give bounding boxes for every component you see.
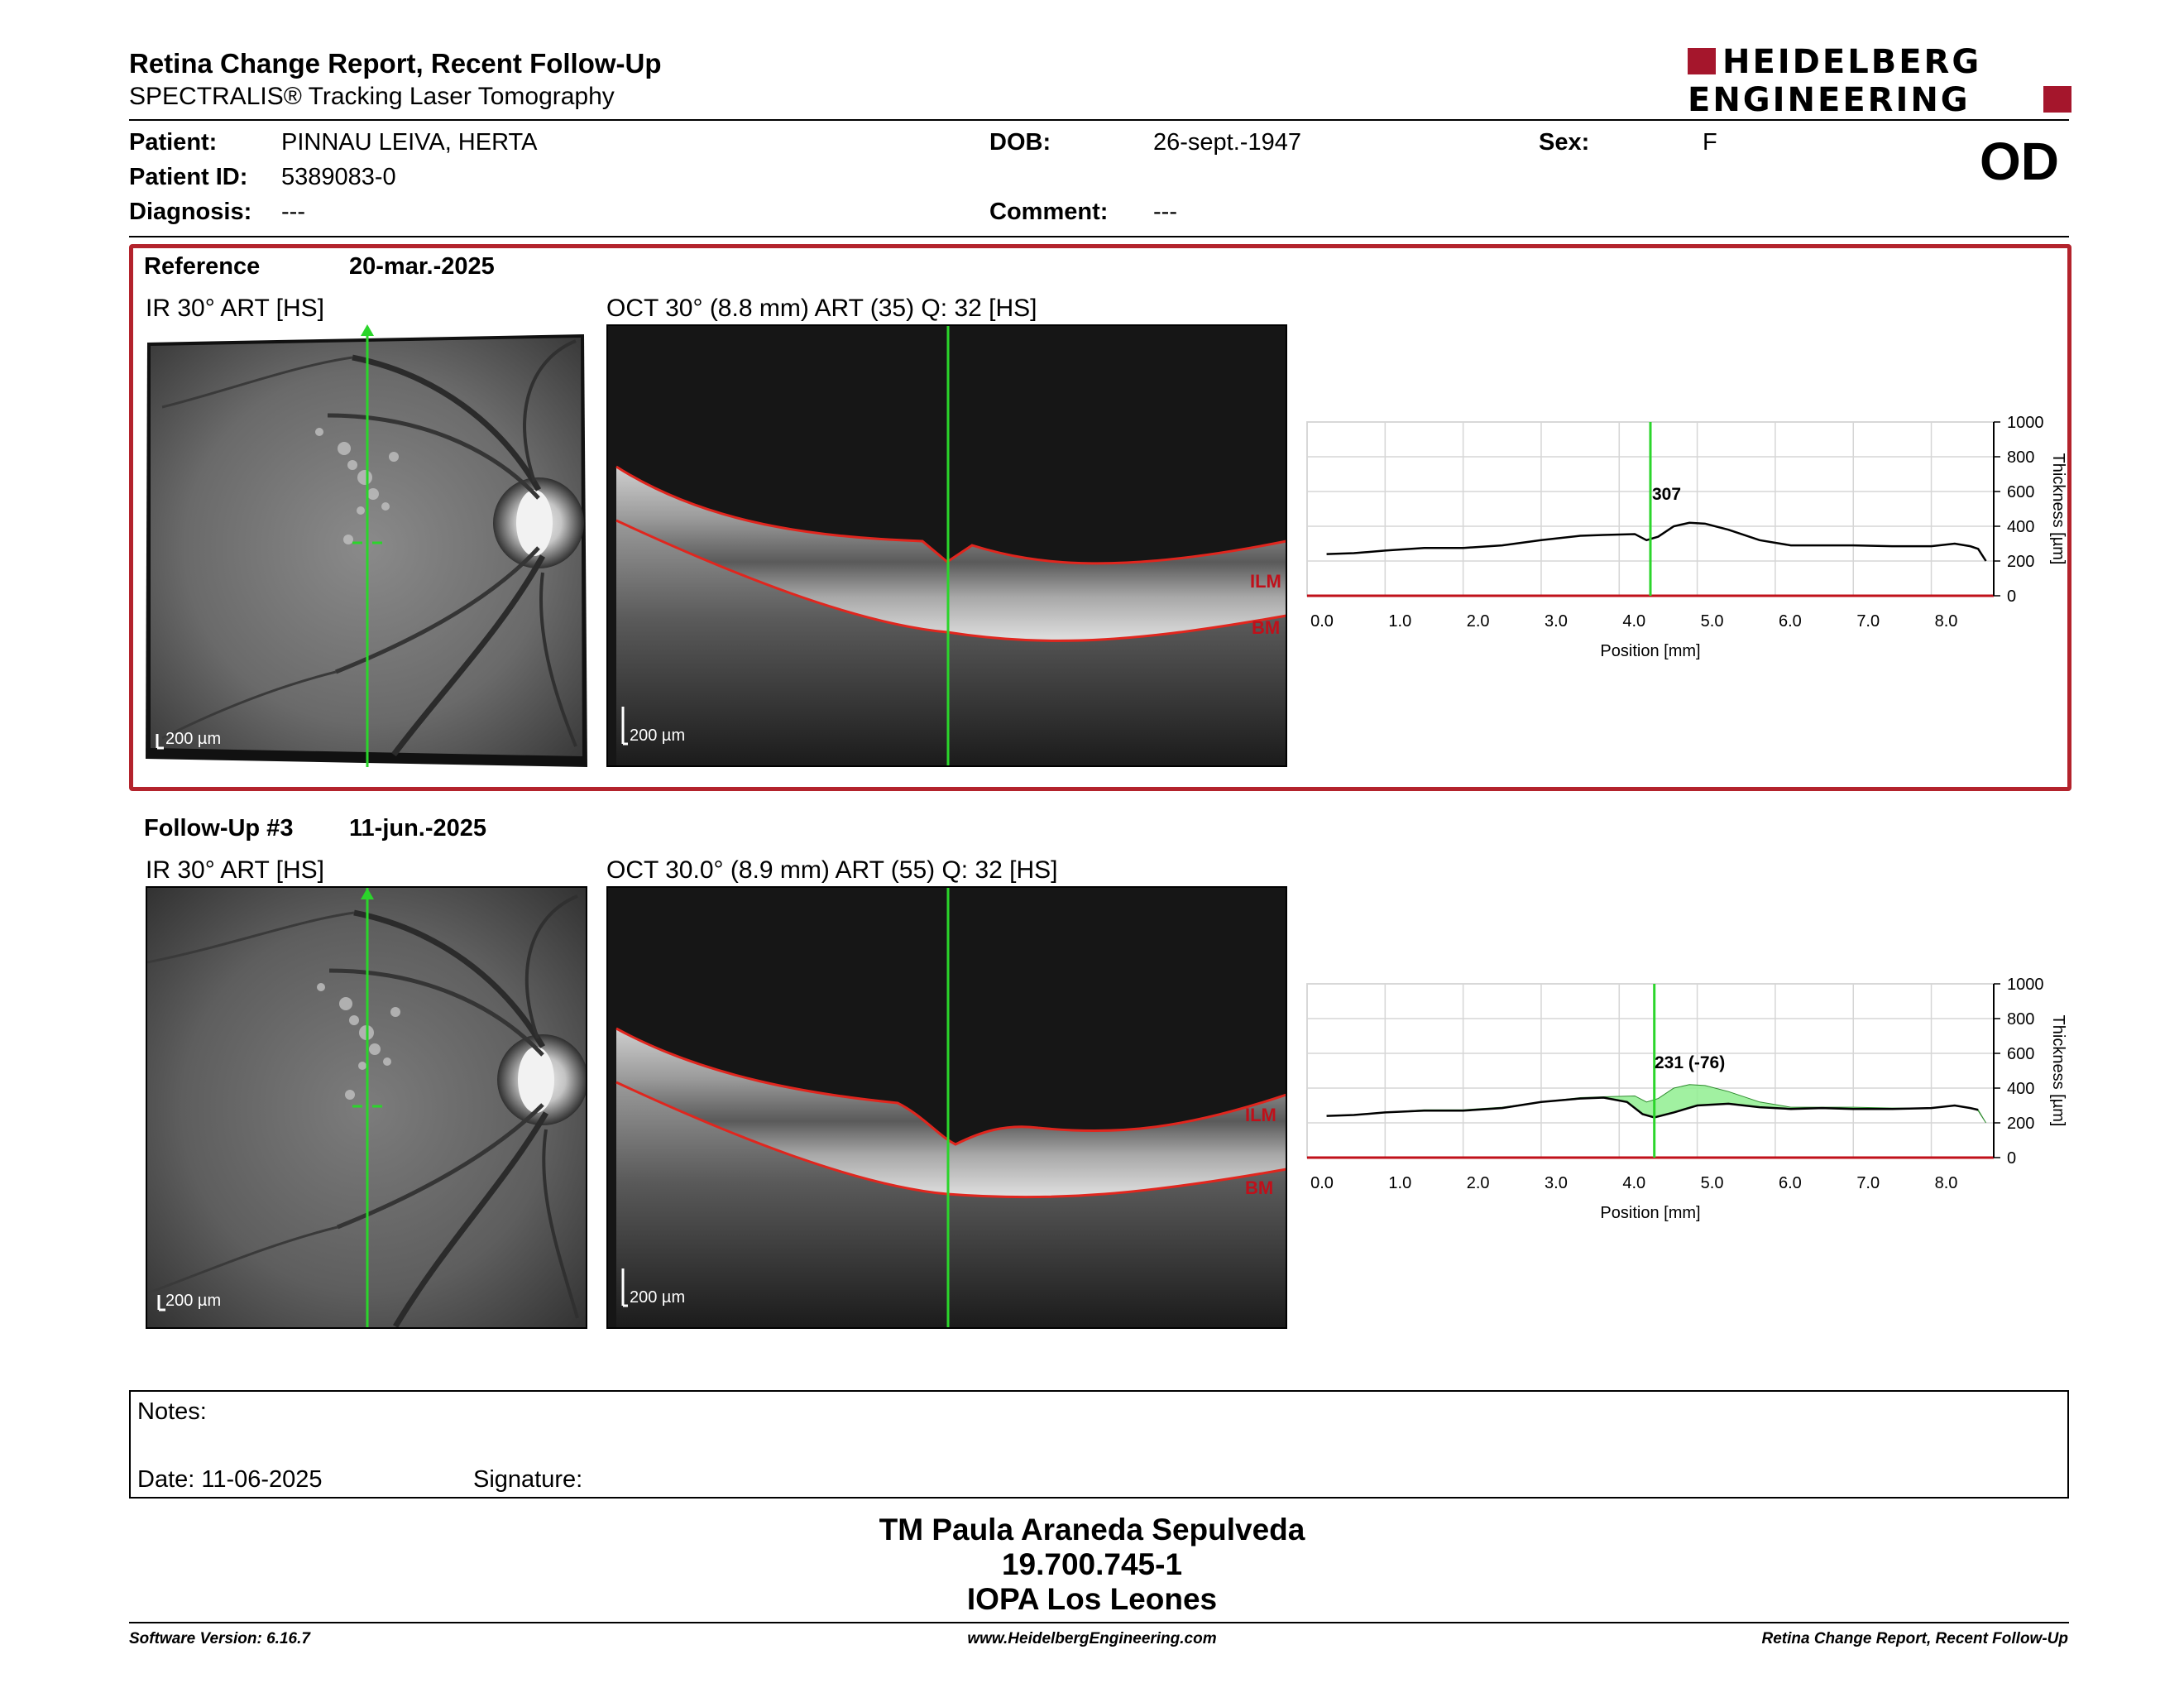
followup-chart-x-tick-label: 3.0 [1545, 1174, 1568, 1192]
reference-chart-x-axis-label: Position [mm] [1600, 642, 1700, 660]
signer-id: 19.700.745-1 [1001, 1547, 1183, 1581]
followup-ir-image[interactable]: 200 µm [146, 886, 587, 1329]
reference-date: 20-mar.-2025 [349, 253, 495, 280]
reference-chart-y-tick-label: 0 [2007, 587, 2016, 606]
patient-name-label: Patient: [129, 129, 218, 156]
software-version: Software Version: 6.16.7 [129, 1630, 310, 1647]
reference-chart-x-tick-label: 5.0 [1701, 612, 1724, 631]
report-subtitle: SPECTRALIS® Tracking Laser Tomography [129, 83, 615, 110]
patient-name: PINNAU LEIVA, HERTA [281, 129, 538, 156]
reference-thickness-chart: 0.0 1.0 2.0 3.0 4.0 5.0 6.0 7.0 8.0 0 200 400 600 800… [1306, 414, 2067, 660]
notes-label: Notes: [137, 1398, 207, 1425]
logo-square-top [1688, 48, 1716, 74]
followup-ir-title: IR 30° ART [HS] [146, 856, 324, 884]
followup-oct-bscan[interactable]: ILM BM 200 µm [606, 886, 1287, 1329]
followup-chart-x-tick-label: 1.0 [1388, 1174, 1411, 1192]
followup-chart-y-tick-label: 400 [2007, 1080, 2034, 1098]
reference-thickness-value: 307 [1652, 485, 1682, 504]
reference-chart-y-tick-label: 800 [2007, 448, 2034, 467]
footer-divider [129, 1622, 2069, 1623]
reference-oct-scale: 200 µm [630, 727, 686, 745]
eye-laterality: OD [1980, 132, 2059, 191]
reference-ir-scale: 200 µm [165, 730, 222, 748]
signature-label: Signature: [473, 1466, 583, 1493]
notes-box[interactable]: Notes: Date: 11-06-2025 Signature: [129, 1390, 2069, 1499]
followup-chart-y-tick-label: 1000 [2007, 976, 2044, 994]
diagnosis-label: Diagnosis: [129, 199, 252, 225]
reference-chart-y-axis-label: Thickness [µm] [2049, 453, 2067, 565]
reference-chart-y-tick-label: 600 [2007, 483, 2034, 501]
signer-institution: IOPA Los Leones [966, 1582, 1218, 1616]
dob-label: DOB: [989, 129, 1051, 156]
reference-oct-title: OCT 30° (8.8 mm) ART (35) Q: 32 [HS] [606, 295, 1037, 322]
reference-ir-title: IR 30° ART [HS] [146, 295, 324, 322]
reference-bm-label: BM [1252, 617, 1281, 638]
reference-chart-x-tick-label: 2.0 [1467, 612, 1490, 631]
header-divider [129, 119, 2069, 121]
patient-id-label: Patient ID: [129, 164, 248, 190]
sex-label: Sex: [1539, 129, 1590, 156]
reference-chart-x-tick-label: 8.0 [1935, 612, 1958, 631]
followup-label: Follow-Up #3 [144, 815, 294, 842]
logo-line-1: HEIDELBERG [1722, 43, 1982, 81]
followup-chart-x-axis-label: Position [mm] [1600, 1204, 1700, 1222]
followup-chart-plot-area [1306, 983, 1995, 1158]
followup-oct-title: OCT 30.0° (8.9 mm) ART (55) Q: 32 [HS] [606, 856, 1058, 884]
reference-chart-x-tick-label: 6.0 [1779, 612, 1802, 631]
reference-chart-y-tick-label: 200 [2007, 553, 2034, 571]
notes-date: Date: 11-06-2025 [137, 1466, 323, 1493]
followup-chart-y-tick-label: 800 [2007, 1010, 2034, 1029]
signer-name: TM Paula Araneda Sepulveda [879, 1513, 1305, 1547]
reference-chart-x-tick-label: 7.0 [1856, 612, 1880, 631]
followup-oct-scale: 200 µm [630, 1288, 686, 1307]
followup-date: 11-jun.-2025 [349, 815, 487, 842]
followup-chart-x-tick-label: 5.0 [1701, 1174, 1724, 1192]
reference-chart-x-tick-label: 0.0 [1310, 612, 1334, 631]
followup-chart-x-tick-label: 0.0 [1310, 1174, 1334, 1192]
patient-id: 5389083-0 [281, 164, 396, 190]
comment-label: Comment: [989, 199, 1109, 225]
followup-chart-thickness-line [1326, 1096, 1979, 1119]
followup-ir-scale: 200 µm [165, 1292, 222, 1310]
followup-chart-x-tick-label: 6.0 [1779, 1174, 1802, 1192]
footer-website[interactable]: www.HeidelbergEngineering.com [967, 1630, 1217, 1647]
followup-chart-x-tick-label: 7.0 [1856, 1174, 1880, 1192]
followup-thickness-chart: 0.0 1.0 2.0 3.0 4.0 5.0 6.0 7.0 8.0 0 200 400 600 800… [1306, 976, 2067, 1222]
followup-chart-y-tick-label: 200 [2007, 1115, 2034, 1133]
followup-chart-y-tick-label: 600 [2007, 1045, 2034, 1063]
footer-report-name: Retina Change Report, Recent Follow-Up [1761, 1630, 2068, 1647]
reference-label: Reference [144, 253, 261, 280]
reference-frame [129, 244, 2071, 791]
diagnosis-value: --- [281, 199, 305, 225]
logo-line-2: ENGINEERING [1688, 81, 1971, 119]
reference-ir-image[interactable]: 200 µm [146, 324, 587, 767]
followup-bm-label: BM [1245, 1177, 1274, 1198]
dob-value: 26-sept.-1947 [1153, 129, 1301, 156]
reference-oct-bscan[interactable]: ILM BM 200 µm [606, 324, 1287, 767]
reference-chart-x-tick-label: 4.0 [1622, 612, 1645, 631]
reference-chart-y-tick-label: 1000 [2007, 414, 2044, 432]
brand-logo: HEIDELBERG ENGINEERING [1688, 43, 2072, 119]
followup-chart-x-tick-label: 4.0 [1622, 1174, 1645, 1192]
reference-chart-x-tick-label: 1.0 [1388, 612, 1411, 631]
report-title: Retina Change Report, Recent Follow-Up [129, 48, 662, 79]
logo-square-bottom [2043, 86, 2071, 113]
followup-chart-y-axis-label: Thickness [µm] [2049, 1015, 2067, 1127]
reference-chart-thickness-line [1326, 521, 1987, 562]
followup-thickness-value: 231 (-76) [1655, 1053, 1726, 1072]
patient-divider [129, 236, 2069, 237]
followup-chart-y-tick-label: 0 [2007, 1149, 2016, 1168]
sex-value: F [1703, 129, 1717, 156]
followup-ilm-label: ILM [1245, 1105, 1276, 1125]
followup-chart-x-tick-label: 8.0 [1935, 1174, 1958, 1192]
reference-chart-y-tick-label: 400 [2007, 518, 2034, 536]
reference-chart-x-tick-label: 3.0 [1545, 612, 1568, 631]
comment-value: --- [1153, 199, 1177, 225]
followup-chart-x-tick-label: 2.0 [1467, 1174, 1490, 1192]
reference-ilm-label: ILM [1250, 571, 1281, 592]
